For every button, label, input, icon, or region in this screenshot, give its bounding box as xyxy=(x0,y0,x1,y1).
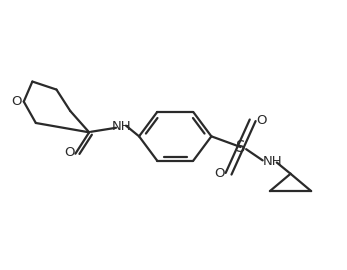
Text: O: O xyxy=(215,167,225,180)
Text: S: S xyxy=(236,140,245,154)
Text: O: O xyxy=(11,95,22,108)
Text: O: O xyxy=(64,146,75,159)
Text: O: O xyxy=(256,114,266,127)
Text: NH: NH xyxy=(262,155,282,168)
Text: NH: NH xyxy=(112,120,132,133)
